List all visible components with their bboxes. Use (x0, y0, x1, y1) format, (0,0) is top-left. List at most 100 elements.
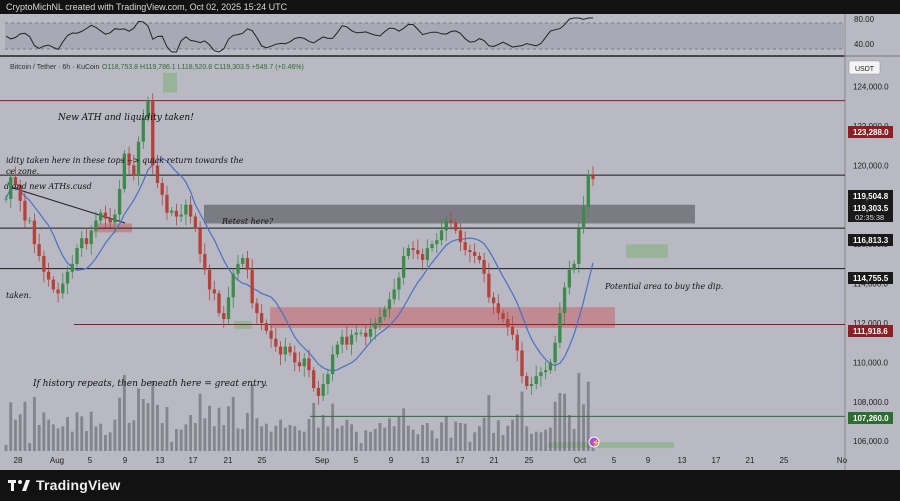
candle-body (89, 230, 93, 245)
candle-body (217, 293, 221, 314)
badge-119504-bg (848, 190, 893, 202)
volume-bar (307, 419, 311, 451)
tradingview-logo[interactable]: TradingView (8, 476, 120, 494)
badge-111918-bg (848, 325, 893, 337)
volume-bar (113, 419, 117, 451)
badge-123288: 123,288.0 (853, 128, 889, 137)
candle-body (321, 384, 325, 396)
volume-bar (198, 393, 202, 451)
annotation-liquidity-3: d and new ATHs.cusd (4, 182, 92, 191)
volume-bar (274, 425, 278, 451)
candle-body (250, 269, 254, 304)
candle-body (567, 269, 571, 288)
candle-body (184, 204, 188, 215)
volume-bar (563, 393, 567, 451)
volume-bar (388, 418, 391, 451)
volume-bar (534, 431, 538, 451)
volume-bar (246, 413, 249, 451)
badge-123288-bg (848, 126, 893, 138)
currency-button[interactable]: USDT (848, 60, 881, 75)
volume-bar (212, 426, 216, 451)
volume-bar (193, 423, 197, 451)
volume-bar (42, 412, 46, 451)
zone-dip-buy (626, 244, 668, 258)
x-tick-label: 5 (88, 456, 93, 465)
volume-bar (515, 414, 519, 451)
candles (4, 93, 595, 405)
volume-bar (487, 395, 491, 451)
alert-marker[interactable]: ⚡ (588, 436, 601, 448)
volume-bar (51, 424, 55, 451)
volume-bar (397, 417, 401, 451)
price-chart[interactable]: 80.00 40.00 Bitcoin / Tether · 6h · KuCo… (0, 14, 900, 470)
volume-bar (151, 381, 155, 451)
candle-body (392, 289, 396, 300)
x-tick-label: 13 (678, 456, 687, 465)
volume-bar (165, 407, 169, 451)
candle-body (491, 297, 496, 304)
alert-marker-circle[interactable] (588, 436, 600, 448)
candle-body (283, 346, 287, 355)
symbol-legend: Bitcoin / Tether · 6h · KuCoin (10, 64, 99, 71)
volume-bar (260, 426, 264, 451)
candle-body (539, 372, 543, 377)
currency-button-label[interactable]: USDT (855, 66, 875, 73)
candle-body (340, 336, 344, 345)
candle-body (354, 332, 358, 335)
volume-bar (122, 375, 126, 451)
zone-ath-green (163, 72, 177, 93)
volume-bar (80, 416, 84, 451)
volume-bar (118, 397, 122, 451)
volume-bar (189, 415, 193, 451)
volume-bar (449, 437, 453, 451)
candle-body (212, 289, 216, 294)
volume-bar (103, 435, 107, 451)
candle-body (510, 326, 515, 335)
candle-body (562, 287, 567, 314)
candle-body (42, 255, 46, 272)
candle-body (127, 153, 131, 166)
volume-bar (160, 423, 164, 451)
annotations: New ATH and liquidity taken! idity taken… (4, 113, 723, 389)
candle-body (387, 299, 392, 310)
x-tick-label: Sep (315, 456, 330, 465)
currency-button-frame[interactable] (848, 60, 881, 75)
volume-bar (553, 401, 557, 451)
volume-bar (75, 412, 79, 451)
candle-body (397, 277, 401, 290)
volume-bar (425, 423, 429, 451)
badge-last-bg (848, 202, 893, 222)
alert-marker-icon[interactable]: ⚡ (592, 438, 601, 447)
volume-bar (127, 423, 131, 451)
levels (0, 100, 845, 417)
volume-bar (156, 405, 159, 451)
volume-bar (217, 407, 221, 451)
credit-text: CryptoMichNL created with TradingView.co… (6, 2, 288, 12)
candle-body (368, 328, 373, 337)
volume-bar (354, 431, 358, 451)
candle-body (454, 222, 458, 231)
candle-body (420, 254, 425, 260)
y-tick-label: 120,000.0 (853, 161, 889, 170)
candle-body (113, 214, 117, 223)
candle-body (326, 374, 330, 385)
candle-body (515, 334, 519, 351)
volume-bar (170, 441, 174, 451)
tradingview-logo-icon (8, 480, 30, 491)
volume-bar (582, 404, 585, 451)
volume-bar (99, 423, 103, 451)
volume-bar (525, 426, 529, 451)
time-axis-bg (0, 451, 845, 470)
moving-average-line (5, 158, 594, 372)
volume-bar (477, 426, 481, 451)
candle-body (155, 165, 160, 184)
candle-body (406, 248, 411, 256)
badge-107260-bg (848, 412, 893, 424)
volume-bar (9, 402, 13, 451)
candle-body (70, 263, 74, 272)
volume-bar (250, 384, 254, 451)
volume-bar (47, 419, 51, 451)
volume-bar (208, 405, 211, 451)
volume-bar (345, 419, 349, 451)
